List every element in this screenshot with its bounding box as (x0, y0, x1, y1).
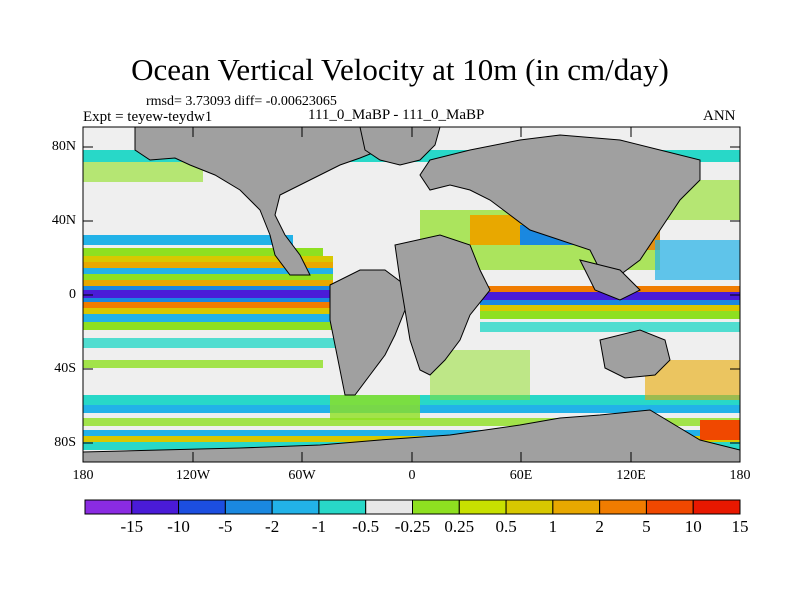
colorbar-swatch (645, 499, 694, 515)
colorbar-swatch (692, 499, 741, 515)
colorbar-label: 1 (548, 517, 558, 536)
colorbar-swatch (552, 499, 601, 515)
colorbar-label: 0.25 (444, 517, 475, 536)
lon-label: 180 (72, 468, 94, 483)
colorbar-label: -0.5 (352, 517, 380, 536)
lon-label: 180 (729, 468, 751, 483)
stats-text: rmsd= 3.73093 diff= -0.00623065 (146, 94, 337, 109)
colorbar-swatch (178, 499, 226, 515)
land-north-america (134, 127, 406, 276)
land-southeast-asia (579, 259, 641, 301)
case-label: 111_0_MaBP - 111_0_MaBP (308, 107, 485, 123)
lat-label: 40S (54, 361, 76, 376)
colorbar-label: -15 (120, 517, 144, 536)
land-greenland (359, 127, 441, 166)
colorbar (84, 499, 741, 515)
colorbar-label: 10 (684, 517, 702, 536)
colorbar-swatch (84, 499, 133, 515)
colorbar-label: -2 (265, 517, 280, 536)
colorbar-swatch (505, 499, 554, 515)
colorbar-label: 0.5 (495, 517, 517, 536)
land-australia (599, 329, 671, 379)
colorbar-label: 15 (731, 517, 749, 536)
colorbar-swatch (412, 499, 460, 515)
colorbar-label: -1 (311, 517, 326, 536)
colorbar-label: -5 (218, 517, 233, 536)
axis-ticks (83, 127, 740, 462)
colorbar-swatch (458, 499, 507, 515)
colorbar-swatch (131, 499, 180, 515)
lat-label: 80S (54, 435, 76, 450)
colorbar-label: 2 (595, 517, 604, 536)
colorbar-swatch (271, 499, 320, 515)
colorbar-label: 5 (642, 517, 651, 536)
lon-label: 0 (408, 468, 416, 483)
lat-label: 0 (69, 287, 76, 302)
colorbar-label: -0.25 (394, 517, 431, 536)
lon-label: 60W (288, 468, 316, 483)
colorbar-label: -10 (167, 517, 190, 536)
season-label: ANN (703, 108, 736, 124)
lat-label: 80N (51, 139, 76, 154)
lat-label: 40N (51, 213, 76, 228)
map-title: Ocean Vertical Velocity at 10m (in cm/da… (131, 52, 669, 87)
land-antarctica (83, 409, 740, 462)
land-masses (83, 127, 740, 462)
lon-label: 120E (616, 468, 646, 483)
land-africa (394, 234, 491, 376)
colorbar-swatch (599, 499, 647, 515)
map-plot-area (83, 127, 740, 462)
colorbar-swatch (318, 499, 367, 515)
experiment-label: Expt = teyew-teydw1 (83, 109, 213, 125)
colorbar-swatch (224, 499, 273, 515)
land-south-america (329, 269, 406, 396)
lon-label: 120W (175, 468, 211, 483)
lon-label: 60E (509, 468, 533, 483)
colorbar-swatch (365, 499, 413, 515)
